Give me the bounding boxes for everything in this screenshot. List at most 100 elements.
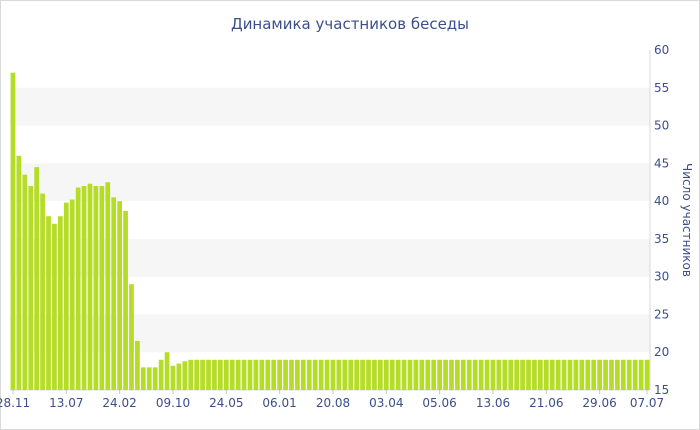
bar [543,359,549,390]
bar [194,359,200,390]
bar [372,359,377,390]
bar [632,359,638,390]
bar [484,359,490,390]
bar [549,359,555,390]
y-tick-label: 40 [654,194,669,208]
y-axis-label: Число участников [680,163,694,277]
bar [129,284,134,390]
bar [395,359,401,390]
bar [277,359,282,390]
bar [93,186,99,390]
y-tick-label: 60 [654,43,669,57]
grid-band [10,163,650,202]
bar [591,359,597,390]
bar [330,359,336,390]
bar [10,72,16,391]
x-tick-label: 13.07 [49,396,83,410]
bar [40,193,45,390]
y-tick-label: 45 [654,156,669,170]
y-tick-label: 55 [654,81,669,95]
bar [200,359,205,390]
bar [111,197,117,390]
bar [300,359,306,390]
bar [561,359,567,390]
bar [360,359,365,390]
bar [52,223,57,390]
bar [235,359,241,390]
bar [443,359,448,390]
bar [431,359,437,390]
bar [383,359,389,390]
bar [389,359,395,390]
bar [176,363,182,390]
bar [478,359,484,390]
bar [472,359,478,390]
bar [75,187,81,390]
bar [407,359,413,390]
bar [348,359,354,390]
x-tick-label: 06.01 [262,396,296,410]
bar [206,359,211,390]
y-tick-label: 30 [654,270,669,284]
bar [455,359,460,390]
x-tick-label: 09.10 [156,396,190,410]
bar [117,201,122,390]
bar [615,359,620,390]
bar [460,359,466,390]
bar [312,359,318,390]
bar [28,186,34,390]
bar [555,359,561,390]
bar [87,183,93,390]
bar [437,359,442,390]
bar [306,359,312,390]
bar [538,359,543,390]
x-tick-label: 07.07 [630,396,664,410]
bar [105,182,111,390]
bar [609,359,614,390]
bar [295,359,300,390]
bar [449,359,454,390]
chart-title: Динамика участников беседы [231,15,469,33]
bar [573,359,579,390]
bar [401,359,407,390]
x-tick-label: 03.04 [369,396,403,410]
y-tick-label: 50 [654,119,669,133]
bar [218,359,223,390]
bar [69,199,75,390]
x-tick-label: 29.06 [582,396,616,410]
bar [366,359,371,390]
bar [265,359,271,390]
bar [46,216,51,390]
bar [283,359,288,390]
bar [152,367,158,390]
bar [378,359,383,390]
bar [182,361,188,390]
bar [520,359,525,390]
bar [158,359,164,390]
bar [16,155,22,390]
bar-series [10,72,650,391]
bar [514,359,520,390]
x-tick-label: 21.06 [529,396,563,410]
bar [490,359,496,390]
bar [212,359,217,390]
bar [22,174,28,390]
y-tick-label: 35 [654,232,669,246]
bar [271,359,277,390]
x-tick-label: 28.11 [0,396,30,410]
x-tick-labels: 28.11 13.07 24.02 09.10 24.05 06.01 20.08 03.04… [0,390,664,410]
bar [603,359,608,390]
bar [223,359,229,390]
bar [140,367,146,390]
bar [34,167,40,390]
bar [164,352,170,390]
bar [644,359,650,390]
bar [342,359,348,390]
bar [638,359,644,390]
bar [188,359,194,390]
bar [63,202,69,390]
grid-band [10,238,650,277]
bar [354,359,360,390]
bar [146,367,152,390]
bar [567,359,573,390]
